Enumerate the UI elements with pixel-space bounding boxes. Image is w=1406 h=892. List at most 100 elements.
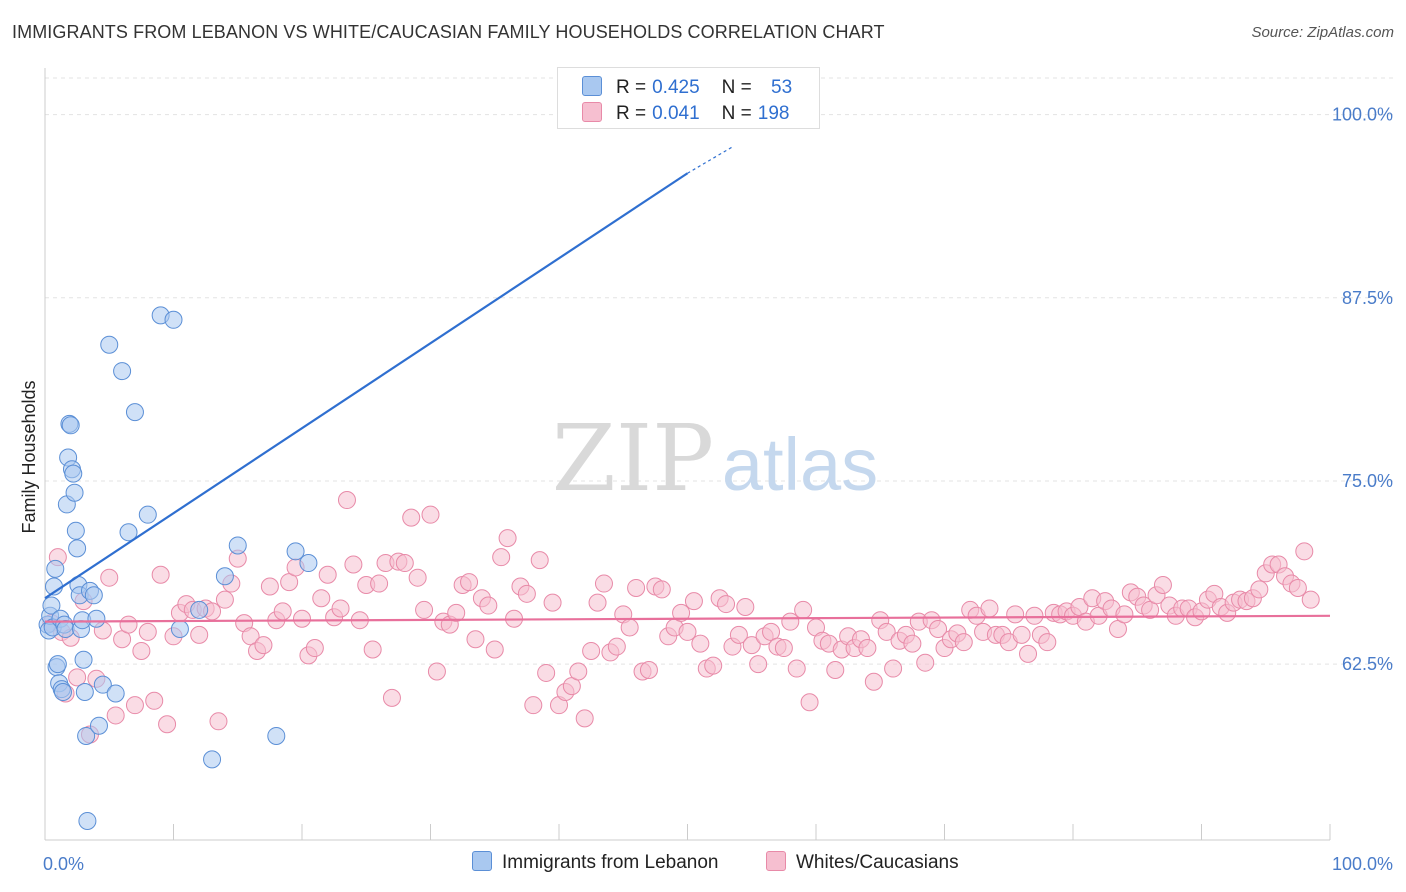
bottom-legend-lebanon: Immigrants from Lebanon: [472, 851, 719, 874]
point-white: [884, 659, 903, 678]
y-tick-label: 75.0%: [1342, 471, 1393, 491]
point-lebanon: [203, 750, 222, 769]
point-white: [158, 715, 177, 734]
point-white: [1012, 625, 1031, 644]
point-lebanon: [164, 310, 183, 329]
tick-labels: 62.5% 75.0% 87.5% 100.0% 0.0% 100.0%: [43, 105, 1393, 874]
point-lebanon: [119, 523, 138, 542]
bottom-legend-swatch-lebanon: [472, 851, 492, 871]
point-white: [260, 577, 279, 596]
point-white: [543, 593, 562, 612]
legend-r-label: R =: [616, 77, 647, 98]
point-white: [190, 625, 209, 644]
point-white: [826, 661, 845, 680]
bottom-legend-label-white: Whites/Caucasians: [796, 852, 959, 873]
x-tick-label-max: 100.0%: [1332, 854, 1393, 874]
point-white: [485, 640, 504, 659]
point-white: [138, 622, 157, 641]
point-white: [273, 602, 292, 621]
legend-row-white: R = 0.041 N = 198: [582, 102, 789, 126]
point-lebanon: [89, 716, 108, 735]
point-lebanon: [65, 483, 84, 502]
point-white: [498, 529, 517, 548]
point-white: [627, 578, 646, 597]
bottom-legend-label-lebanon: Immigrants from Lebanon: [502, 852, 719, 873]
point-white: [575, 709, 594, 728]
point-white: [916, 653, 935, 672]
point-white: [524, 696, 543, 715]
point-white: [344, 555, 363, 574]
trend-line-lebanon: [44, 172, 689, 600]
point-white: [582, 641, 601, 660]
point-white: [1115, 605, 1134, 624]
y-tick-label: 100.0%: [1332, 105, 1393, 125]
point-white: [312, 589, 331, 608]
point-lebanon: [53, 682, 72, 701]
legend: R = 0.425 N = 53 R = 0.041 N = 198: [557, 67, 820, 129]
trend-lines: [44, 146, 1331, 623]
point-white: [858, 639, 877, 658]
point-white: [305, 639, 324, 658]
point-white: [1301, 590, 1320, 609]
point-white: [415, 600, 434, 619]
point-white: [1288, 578, 1307, 597]
point-lebanon: [113, 362, 132, 381]
point-white: [672, 603, 691, 622]
point-lebanon: [42, 596, 61, 615]
point-white: [479, 596, 498, 615]
point-white: [106, 706, 125, 725]
point-lebanon: [170, 619, 189, 638]
legend-row-lebanon: R = 0.425 N = 53: [582, 76, 792, 100]
point-lebanon: [106, 684, 125, 703]
point-white: [421, 505, 440, 524]
point-white: [460, 573, 479, 592]
point-white: [736, 598, 755, 617]
grid: [45, 77, 1395, 665]
axes: [44, 68, 1331, 841]
point-white: [370, 574, 389, 593]
point-white: [684, 592, 703, 611]
point-lebanon: [75, 682, 94, 701]
point-white: [68, 668, 87, 687]
legend-n-label: N =: [721, 77, 752, 98]
point-white: [800, 693, 819, 712]
point-white: [652, 580, 671, 599]
point-white: [639, 661, 658, 680]
point-lebanon: [48, 655, 67, 674]
point-lebanon: [228, 536, 247, 555]
legend-n-value: 53: [771, 77, 793, 98]
point-white: [569, 662, 588, 681]
point-white: [1295, 542, 1314, 561]
point-white: [466, 630, 485, 649]
point-white: [447, 603, 466, 622]
point-white: [145, 691, 164, 710]
point-white: [691, 634, 710, 653]
point-white: [530, 551, 549, 570]
point-lebanon: [138, 505, 157, 524]
point-lebanon: [56, 619, 75, 638]
point-white: [517, 584, 536, 603]
point-white: [980, 599, 999, 618]
trend-line-white: [44, 614, 1331, 623]
point-white: [729, 625, 748, 644]
point-white: [1038, 633, 1057, 652]
point-lebanon: [84, 586, 103, 605]
point-white: [1250, 580, 1269, 599]
y-tick-label: 87.5%: [1342, 288, 1393, 308]
point-white: [537, 663, 556, 682]
bottom-legend-white: Whites/Caucasians: [766, 851, 959, 874]
legend-r-value: 0.425: [652, 77, 700, 98]
chart-title: IMMIGRANTS FROM LEBANON VS WHITE/CAUCASI…: [12, 22, 885, 42]
point-lebanon: [267, 726, 286, 745]
point-white: [877, 622, 896, 641]
point-lebanon: [286, 542, 305, 561]
data-points: [38, 306, 1320, 830]
point-white: [215, 590, 234, 609]
point-lebanon: [68, 539, 87, 558]
source-label: Source: ZipAtlas.com: [1251, 24, 1394, 41]
point-white: [1006, 605, 1025, 624]
point-lebanon: [74, 650, 93, 669]
point-lebanon: [61, 416, 80, 435]
y-tick-label: 62.5%: [1342, 654, 1393, 674]
